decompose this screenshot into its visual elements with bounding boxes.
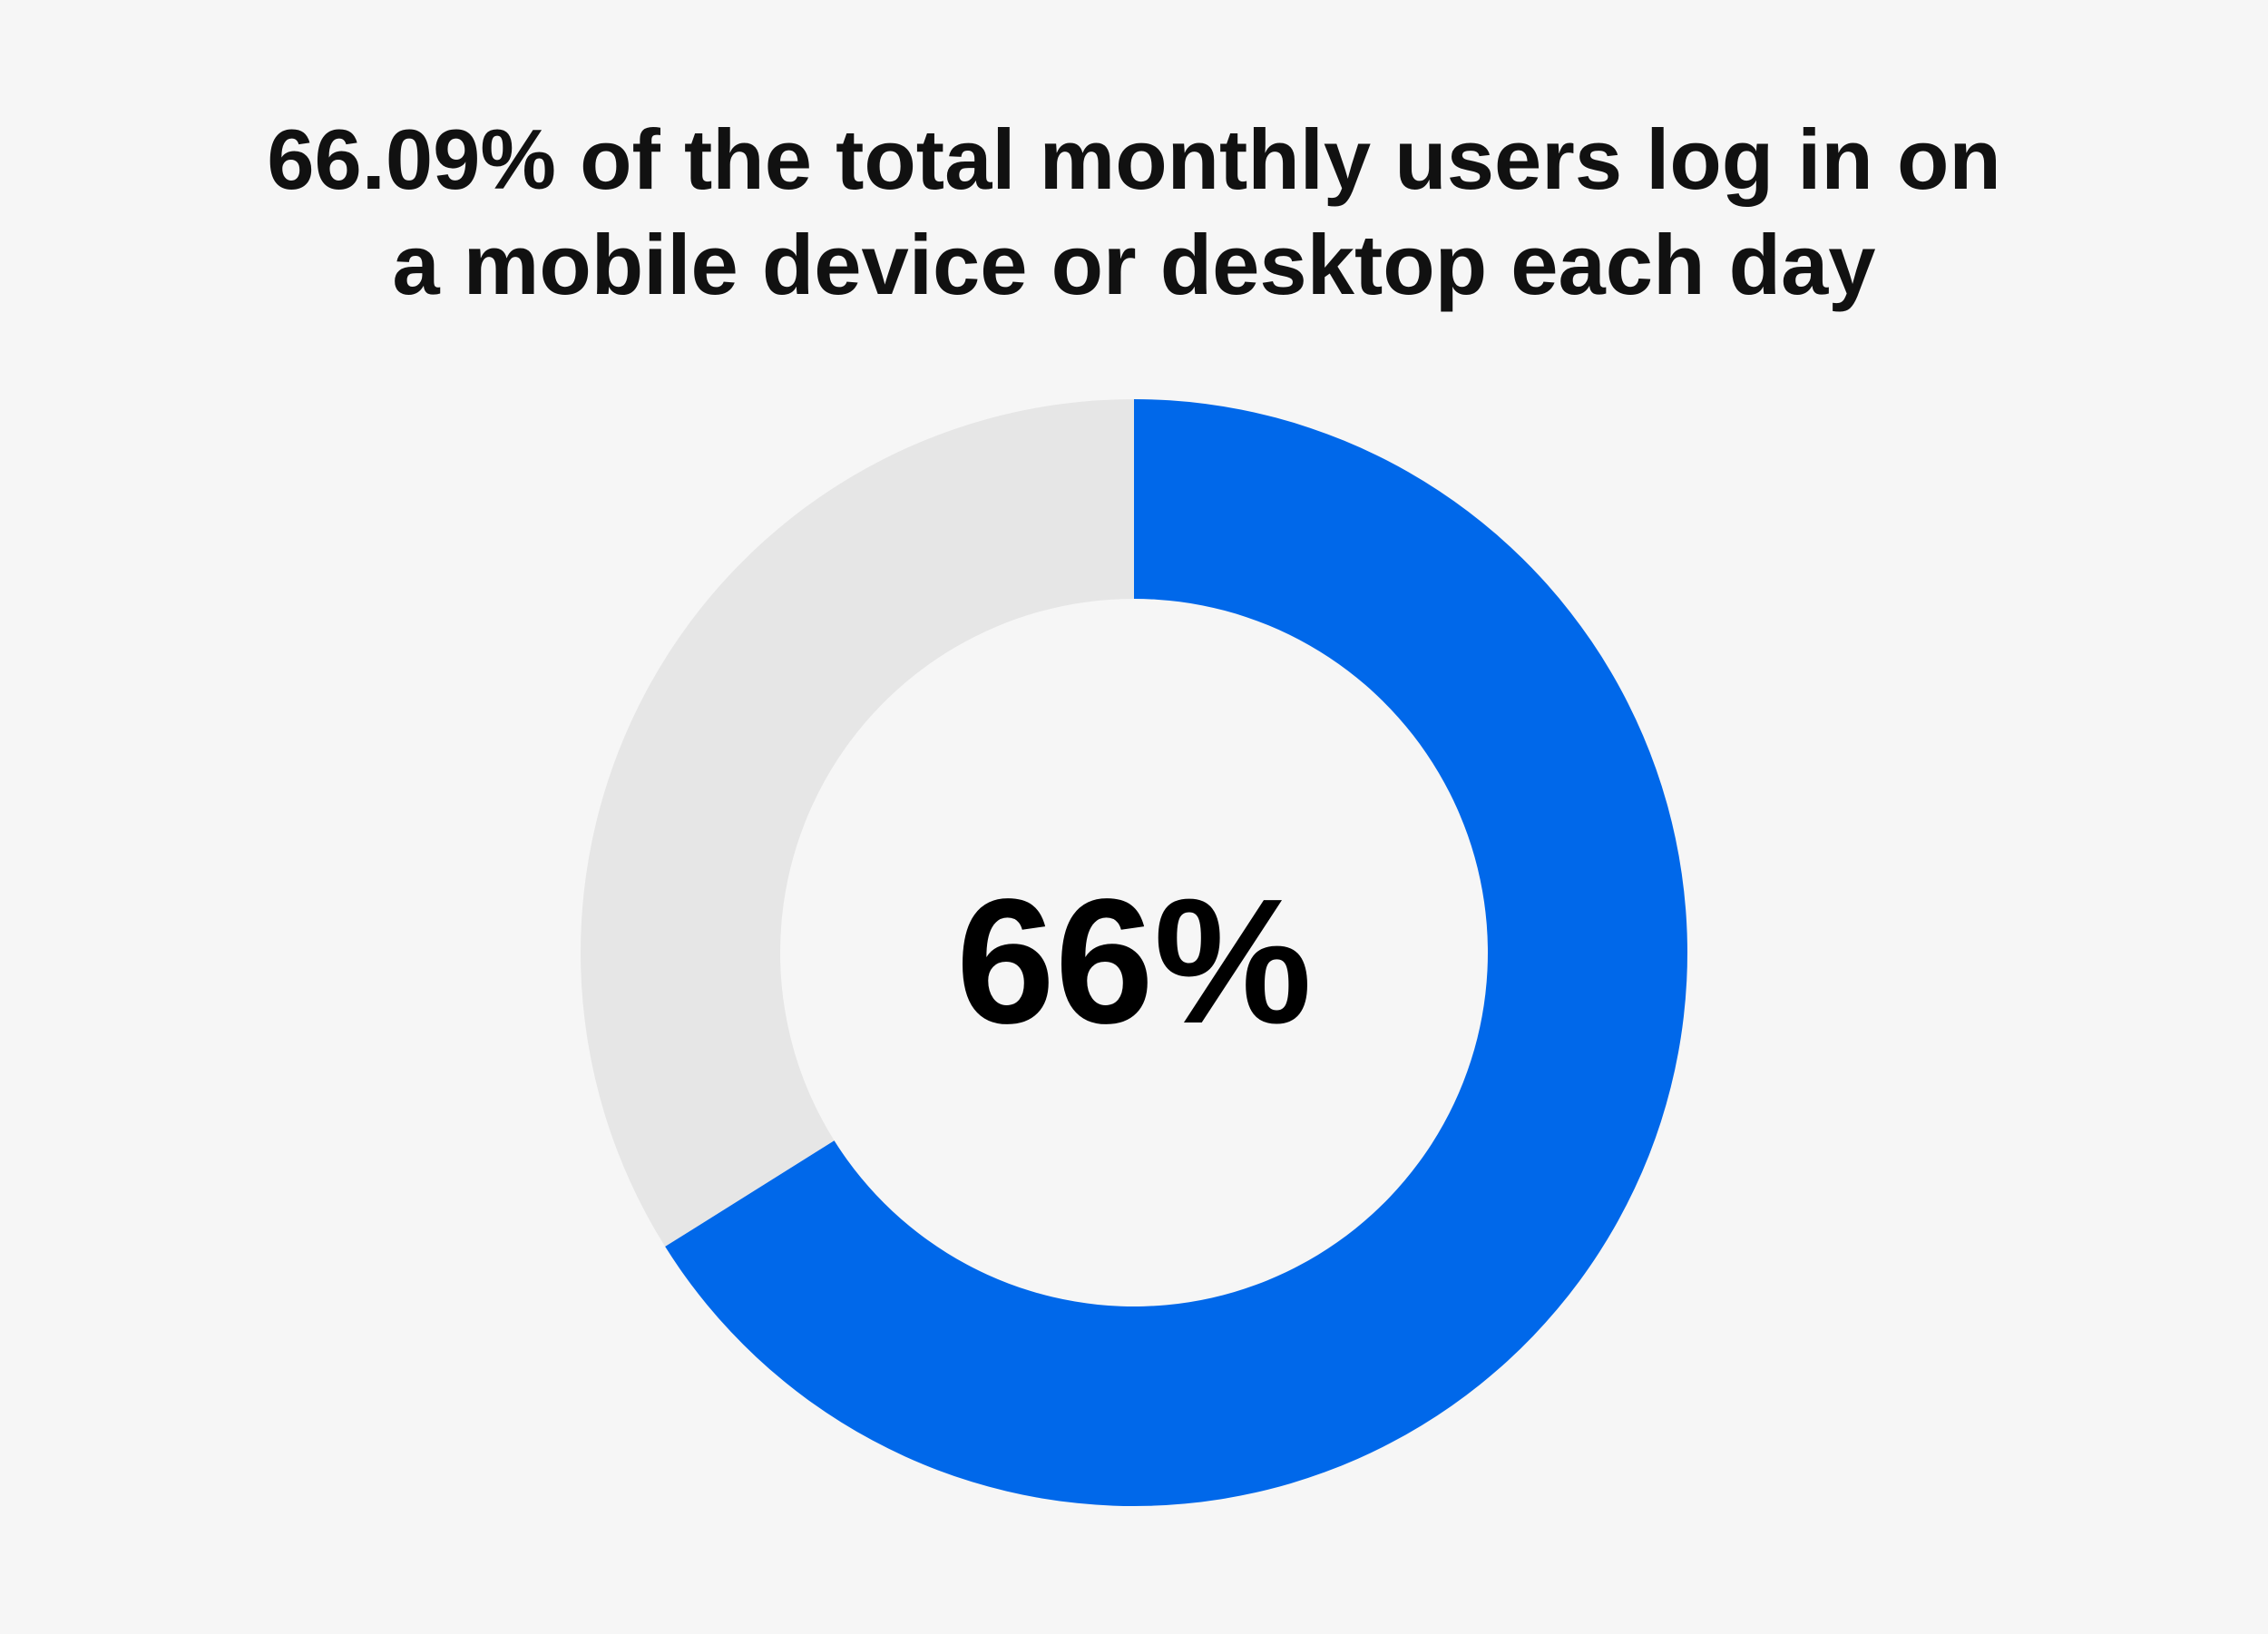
- chart-title-line-2: a mobile device or desktop each day: [392, 217, 1876, 312]
- chart-title: 66.09% of the total monthly users log in…: [136, 107, 2132, 318]
- chart-title-line-1: 66.09% of the total monthly users log in…: [267, 112, 2001, 207]
- donut-slice-1: [665, 399, 1687, 1506]
- center-value-label: 66%: [955, 862, 1313, 1061]
- donut-slice-2: [580, 399, 1134, 1247]
